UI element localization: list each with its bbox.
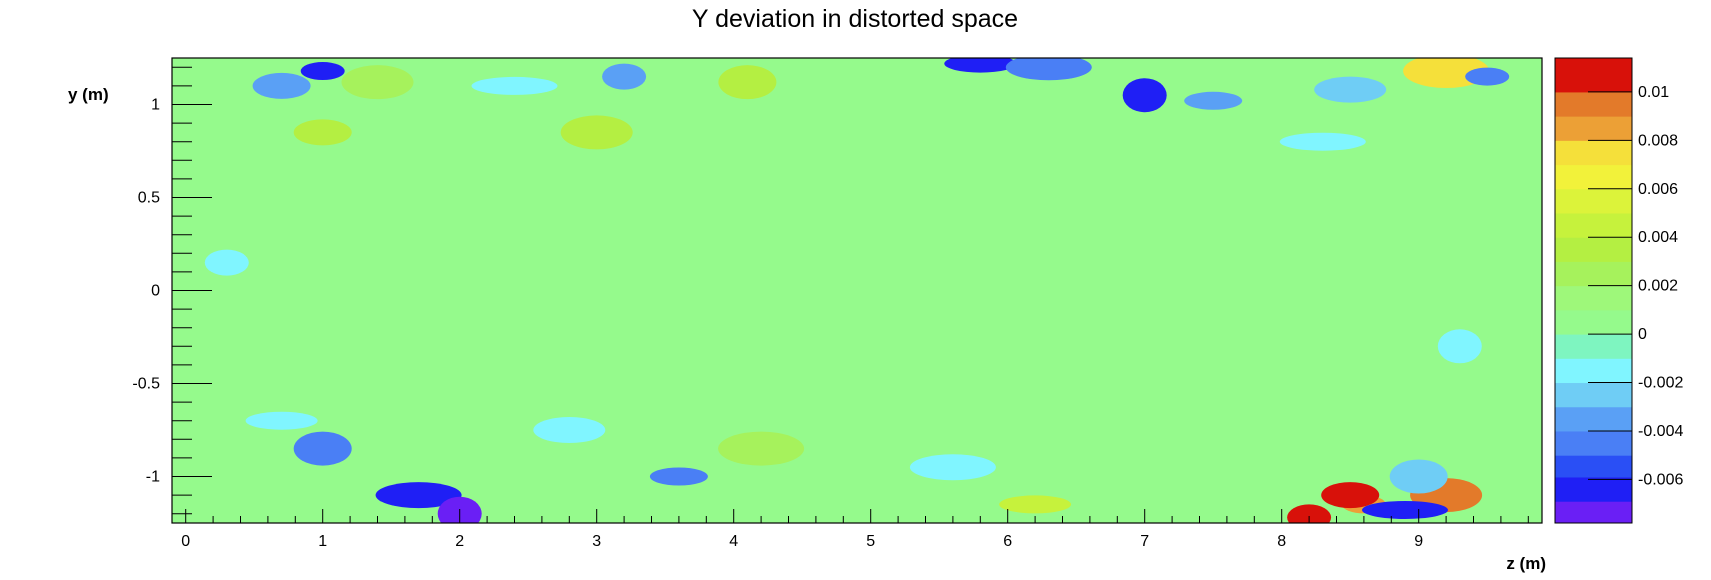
x-axis: 0 1 2 3 4 5 6 7 8 9	[181, 509, 1529, 550]
contour-region	[718, 65, 777, 100]
contour-region	[1184, 91, 1243, 110]
y-tick-label: 0.5	[138, 190, 160, 207]
contour-region	[560, 115, 633, 150]
colorbar-tick-label: 0.01	[1638, 84, 1669, 101]
colorbar-level	[1555, 501, 1632, 524]
y-axis-label: y (m)	[68, 85, 109, 104]
contour-region	[649, 467, 708, 486]
y-tick-label: 0	[151, 283, 160, 300]
contour-region	[204, 249, 249, 276]
y-tick-label: -1	[146, 469, 160, 486]
contour-region	[245, 411, 318, 430]
contour-region	[1362, 500, 1448, 519]
x-tick-label: 7	[1140, 533, 1149, 550]
contour-region	[1314, 76, 1387, 103]
contour-region	[1005, 58, 1092, 81]
colorbar-tick-label: -0.002	[1638, 375, 1683, 392]
colorbar-level	[1555, 188, 1632, 214]
colorbar-level	[1555, 455, 1632, 478]
contour-region	[718, 431, 805, 466]
x-tick-label: 1	[318, 533, 327, 550]
contour-region	[999, 495, 1072, 514]
contour-region	[1437, 329, 1482, 364]
contour-region	[1287, 504, 1332, 523]
colorbar: -0.006 -0.004 -0.002 0 0.002 0.004 0.006 0.008 0…	[1554, 57, 1683, 524]
colorbar-tick-label: -0.004	[1638, 423, 1683, 440]
plot-area	[172, 58, 1542, 523]
colorbar-level	[1555, 213, 1632, 238]
y-tick-label: -0.5	[132, 376, 160, 393]
contour-region	[602, 63, 647, 90]
x-tick-label: 6	[1003, 533, 1012, 550]
colorbar-level	[1555, 140, 1632, 166]
contour-region	[341, 65, 414, 100]
colorbar-level	[1555, 164, 1632, 190]
y-axis: -1 -0.5 0 0.5 1	[132, 66, 212, 515]
y-tick-label: 1	[151, 97, 160, 114]
contour-region	[1321, 482, 1380, 509]
contour-region	[375, 482, 462, 509]
x-tick-label: 0	[181, 533, 190, 550]
colorbar-tick-label: -0.006	[1638, 471, 1683, 488]
x-tick-label: 8	[1277, 533, 1286, 550]
x-tick-label: 2	[455, 533, 464, 550]
contour-region	[471, 76, 558, 95]
colorbar-level	[1555, 91, 1632, 117]
colorbar-tick-label: 0	[1638, 326, 1647, 343]
chart-title: Y deviation in distorted space	[692, 5, 1018, 33]
colorbar-frame	[1554, 57, 1633, 524]
colorbar-tick-label: 0.002	[1638, 278, 1678, 295]
colorbar-level	[1555, 476, 1632, 502]
colorbar-level	[1555, 334, 1632, 359]
contour-region	[1389, 459, 1448, 494]
contour-region	[300, 62, 345, 81]
x-tick-label: 4	[729, 533, 738, 550]
colorbar-tick-label: 0.006	[1638, 181, 1678, 198]
contour-region	[533, 417, 606, 443]
x-tick-label: 5	[866, 533, 875, 550]
x-tick-label: 3	[592, 533, 601, 550]
contour-region	[1279, 132, 1366, 151]
colorbar-tick-label: 0.008	[1638, 132, 1678, 149]
colorbar-level	[1555, 406, 1632, 432]
contour-region	[1122, 78, 1167, 113]
colorbar-level	[1555, 309, 1632, 335]
colorbar-level	[1555, 58, 1632, 93]
contour-region	[1465, 67, 1510, 86]
contour-region	[909, 454, 996, 481]
plot-background	[172, 58, 1542, 523]
contour-region	[293, 119, 352, 146]
colorbar-level	[1555, 116, 1632, 141]
colorbar-level	[1555, 430, 1632, 456]
contour-regions	[204, 58, 1510, 523]
colorbar-level	[1555, 237, 1632, 262]
contour-region	[252, 72, 311, 99]
contour-region	[293, 431, 352, 466]
colorbar-level	[1555, 285, 1632, 311]
colorbar-level	[1555, 261, 1632, 287]
colorbar-tick-label: 0.004	[1638, 229, 1678, 246]
x-tick-label: 9	[1414, 533, 1423, 550]
x-axis-label: z (m)	[1506, 554, 1546, 573]
contour-region	[944, 58, 1017, 73]
colorbar-level	[1555, 382, 1632, 408]
colorbar-level	[1555, 358, 1632, 384]
